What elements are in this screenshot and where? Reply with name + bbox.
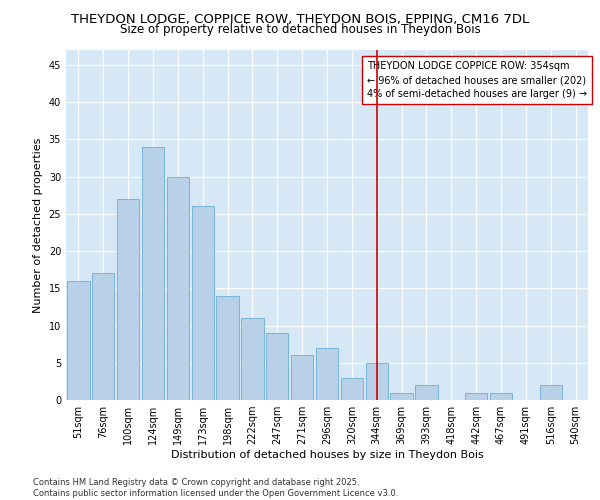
Bar bbox=[92, 274, 115, 400]
Text: Contains HM Land Registry data © Crown copyright and database right 2025.
Contai: Contains HM Land Registry data © Crown c… bbox=[33, 478, 398, 498]
Bar bbox=[217, 296, 239, 400]
Bar bbox=[415, 385, 437, 400]
Bar bbox=[142, 147, 164, 400]
Bar bbox=[117, 199, 139, 400]
Bar bbox=[539, 385, 562, 400]
Bar bbox=[465, 392, 487, 400]
Bar bbox=[266, 333, 289, 400]
Text: THEYDON LODGE, COPPICE ROW, THEYDON BOIS, EPPING, CM16 7DL: THEYDON LODGE, COPPICE ROW, THEYDON BOIS… bbox=[71, 12, 529, 26]
Text: Size of property relative to detached houses in Theydon Bois: Size of property relative to detached ho… bbox=[119, 22, 481, 36]
Bar bbox=[341, 378, 363, 400]
Y-axis label: Number of detached properties: Number of detached properties bbox=[33, 138, 43, 312]
Bar bbox=[365, 363, 388, 400]
Bar bbox=[191, 206, 214, 400]
Bar bbox=[291, 356, 313, 400]
Bar bbox=[241, 318, 263, 400]
Bar bbox=[490, 392, 512, 400]
Bar bbox=[167, 176, 189, 400]
X-axis label: Distribution of detached houses by size in Theydon Bois: Distribution of detached houses by size … bbox=[170, 450, 484, 460]
Bar bbox=[391, 392, 413, 400]
Text: THEYDON LODGE COPPICE ROW: 354sqm
← 96% of detached houses are smaller (202)
4% : THEYDON LODGE COPPICE ROW: 354sqm ← 96% … bbox=[367, 61, 587, 99]
Bar bbox=[316, 348, 338, 400]
Bar bbox=[67, 281, 89, 400]
